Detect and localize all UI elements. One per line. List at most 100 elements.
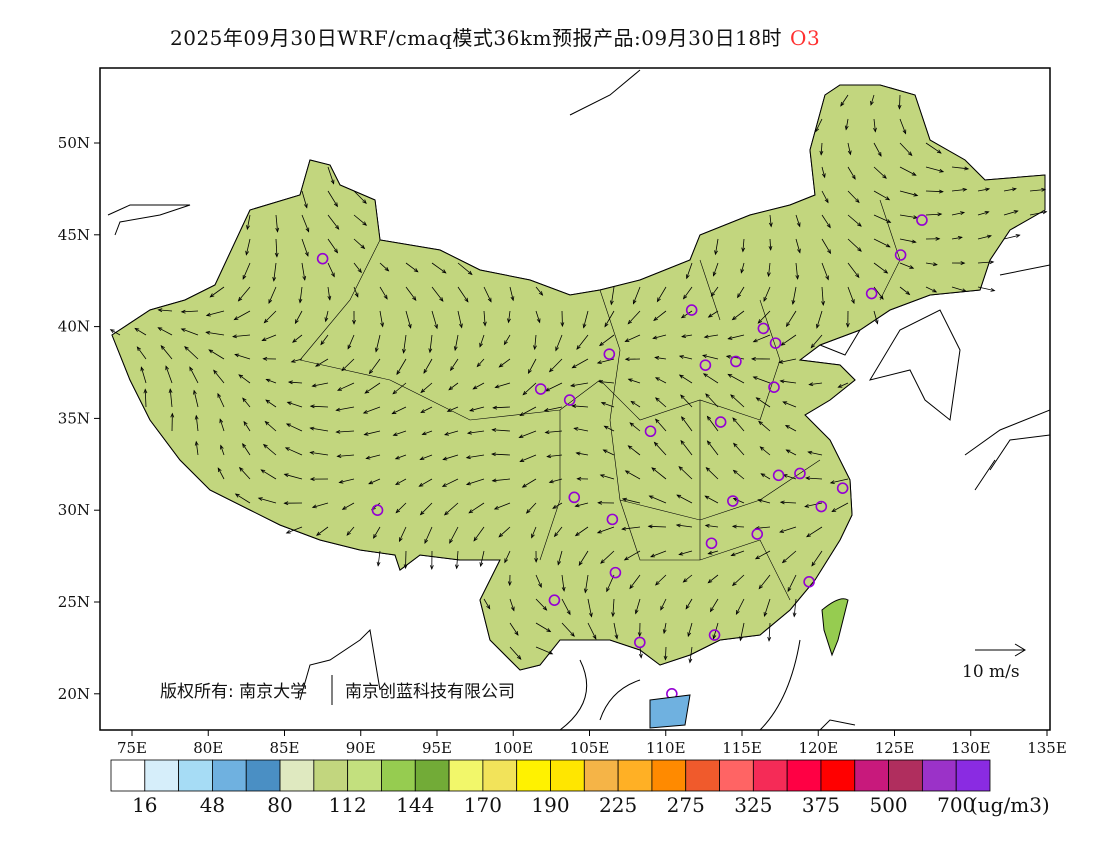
wind-arrow-icon — [262, 443, 277, 456]
wind-arrow-icon — [925, 212, 943, 217]
lat-tick-label: 20N — [58, 685, 90, 703]
wind-arrow-icon — [336, 454, 355, 458]
wind-arrow-icon — [678, 355, 693, 360]
lon-tick-label: 115E — [722, 739, 762, 757]
wind-arrow-icon — [662, 622, 667, 635]
wind-arrow-icon — [327, 238, 339, 254]
wind-arrow-icon — [808, 382, 823, 387]
wind-arrow-icon — [543, 406, 563, 412]
wind-arrow-icon — [246, 214, 251, 231]
wind-arrow-icon — [376, 550, 381, 567]
wind-arrow-icon — [493, 502, 511, 510]
wind-arrow-icon — [424, 526, 433, 544]
wind-arrow-icon — [327, 286, 332, 301]
wind-arrow-icon — [268, 286, 277, 305]
wind-arrow-icon — [238, 374, 251, 384]
wind-arrow-icon — [821, 238, 832, 255]
wind-arrow-icon — [444, 430, 459, 436]
wind-arrow-icon — [257, 497, 277, 504]
colorbar-label: 144 — [396, 793, 434, 817]
wind-arrow-icon — [431, 286, 444, 302]
wind-arrow-icon — [443, 502, 459, 516]
wind-arrow-icon — [264, 420, 277, 432]
wind-arrow-icon — [821, 190, 829, 204]
wind-arrow-icon — [292, 334, 303, 343]
wind-arrow-icon — [624, 334, 641, 342]
station-marker — [705, 537, 718, 550]
wind-arrow-icon — [706, 415, 719, 432]
wind-arrow-icon — [337, 382, 355, 391]
wind-arrow-icon — [678, 374, 693, 384]
taiwan-region — [821, 598, 849, 657]
wind-arrow-icon — [811, 550, 823, 567]
wind-arrow-icon — [262, 356, 277, 361]
wind-arrow-icon — [750, 356, 771, 361]
colorbar-swatch — [381, 759, 416, 792]
wind-arrow-icon — [733, 442, 745, 456]
wind-arrow-icon — [873, 118, 877, 133]
wind-arrow-icon — [712, 262, 719, 277]
wind-arrow-icon — [704, 523, 719, 528]
wind-arrow-icon — [335, 429, 355, 434]
station-marker — [730, 355, 742, 368]
wind-arrow-icon — [977, 210, 990, 216]
wind-arrow-icon — [767, 622, 772, 642]
colorbar-swatch — [245, 759, 281, 792]
lon-tick-label: 125E — [875, 739, 915, 757]
wind-arrow-icon — [245, 238, 251, 256]
colorbar-swatch — [651, 759, 687, 792]
wind-arrow-icon — [522, 382, 537, 396]
lon-tick-label: 95E — [422, 739, 452, 757]
lon-tick-label: 135E — [1027, 739, 1067, 757]
wind-arrow-icon — [392, 430, 407, 436]
lon-tick-label: 85E — [269, 739, 299, 757]
wind-arrow-icon — [596, 358, 615, 365]
wind-arrow-icon — [847, 214, 862, 227]
wind-arrow-icon — [347, 334, 355, 350]
wind-arrow-icon — [575, 451, 589, 456]
colorbar-swatch — [583, 759, 619, 792]
wind-arrow-icon — [234, 353, 251, 360]
wind-arrow-icon — [703, 334, 719, 339]
wind-arrow-icon — [205, 330, 225, 336]
wind-arrow-icon — [509, 622, 519, 636]
wind-arrow-icon — [286, 401, 303, 408]
wind-arrow-icon — [311, 502, 329, 509]
wind-arrow-icon — [327, 214, 340, 230]
wind-arrow-icon — [780, 334, 797, 346]
wind-arrow-icon — [752, 334, 771, 343]
wind-arrow-icon — [1003, 234, 1021, 240]
wind-arrow-icon — [509, 598, 515, 612]
wind-arrow-icon — [599, 474, 615, 480]
wind-arrow-icon — [327, 190, 338, 208]
colorbar-label: 80 — [267, 793, 292, 817]
station-marker — [548, 594, 561, 606]
wind-arrow-icon — [752, 376, 771, 384]
wind-arrow-icon — [507, 310, 511, 324]
wind-arrow-icon — [428, 334, 433, 354]
wind-arrow-icon — [741, 238, 746, 253]
station-marker — [916, 214, 928, 226]
wind-arrow-icon — [925, 166, 945, 173]
wind-arrow-icon — [807, 450, 823, 456]
wind-arrow-icon — [574, 502, 589, 508]
wind-arrow-icon — [468, 502, 485, 514]
wind-arrow-icon — [781, 550, 797, 564]
wind-arrow-icon — [655, 397, 667, 408]
wind-arrow-icon — [727, 373, 745, 384]
wind-arrow-icon — [509, 286, 515, 302]
colorbar-swatch — [550, 759, 585, 792]
wind-arrow-icon — [504, 550, 511, 564]
wind-arrow-icon — [779, 379, 797, 384]
wind-arrow-icon — [242, 397, 251, 408]
wind-arrow-icon — [290, 358, 303, 363]
wind-arrow-icon — [652, 334, 667, 340]
wind-arrow-icon — [469, 406, 485, 412]
wind-arrow-icon — [449, 526, 459, 544]
wind-arrow-icon — [552, 502, 563, 509]
wind-arrow-icon — [405, 286, 417, 301]
wind-arrow-icon — [732, 417, 745, 432]
wind-arrow-icon — [368, 358, 381, 375]
wind-arrow-icon — [654, 574, 667, 586]
